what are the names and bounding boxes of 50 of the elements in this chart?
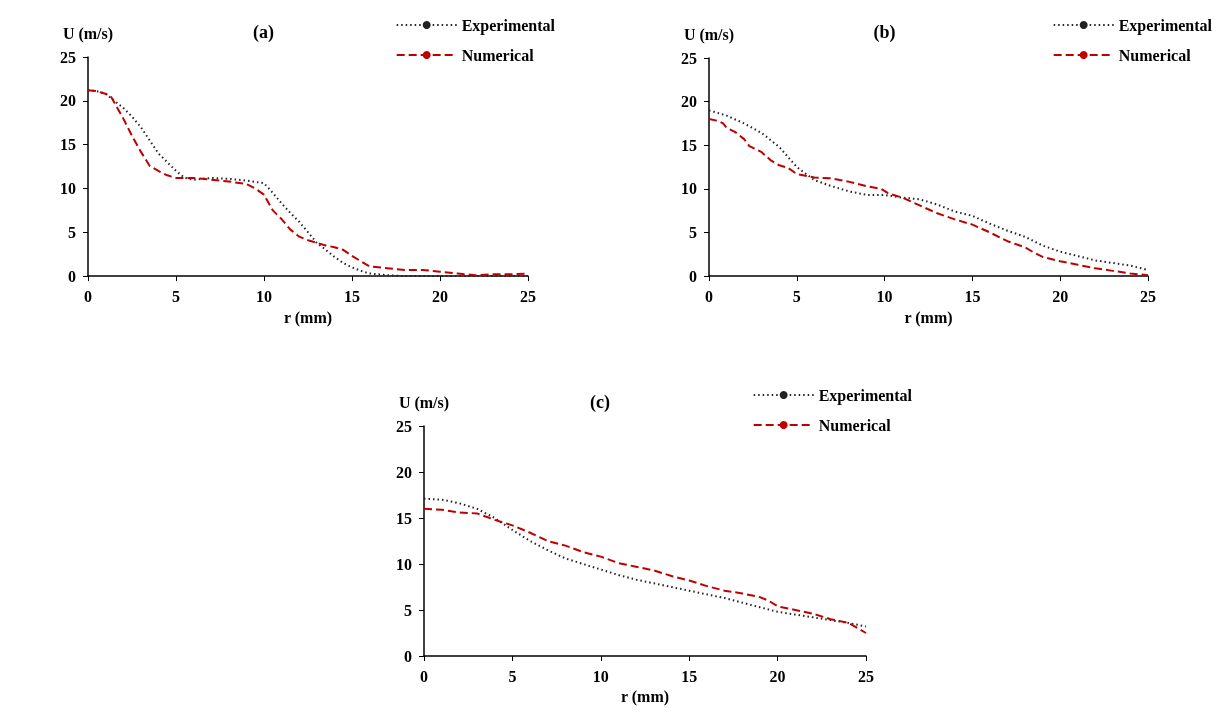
y-tick-label: 0 bbox=[689, 267, 697, 285]
legend-label: Numerical bbox=[818, 416, 892, 434]
x-tick-label: 0 bbox=[84, 287, 92, 305]
y-tick-label: 15 bbox=[681, 136, 697, 154]
y-tick-label: 0 bbox=[68, 267, 76, 285]
chart-title: (c) bbox=[590, 392, 610, 413]
x-tick-label: 20 bbox=[1052, 287, 1069, 305]
y-tick-label: 15 bbox=[60, 136, 76, 154]
x-tick-label: 10 bbox=[592, 667, 609, 685]
y-tick-label: 5 bbox=[68, 223, 76, 241]
y-tick-label: 10 bbox=[60, 179, 76, 197]
y-tick-label: 20 bbox=[681, 93, 697, 111]
legend-label: Numerical bbox=[1118, 46, 1192, 64]
y-tick-label: 10 bbox=[396, 555, 412, 573]
y-tick-label: 20 bbox=[396, 463, 412, 481]
chart-title: (b) bbox=[873, 22, 896, 43]
y-axis-title: U (m/s) bbox=[398, 393, 450, 412]
x-tick-label: 15 bbox=[344, 287, 360, 305]
y-tick-label: 25 bbox=[681, 49, 697, 67]
y-axis-title: U (m/s) bbox=[683, 25, 735, 44]
x-tick-label: 15 bbox=[964, 287, 981, 305]
x-tick-label: 5 bbox=[508, 667, 517, 685]
y-tick-label: 15 bbox=[396, 509, 412, 527]
y-tick-label: 5 bbox=[689, 223, 697, 241]
y-tick-label: 25 bbox=[396, 417, 412, 435]
chart-title: (a) bbox=[253, 22, 274, 43]
x-tick-label: 25 bbox=[1140, 287, 1156, 305]
x-tick-label: 10 bbox=[876, 287, 893, 305]
x-tick-label: 10 bbox=[256, 287, 272, 305]
legend-label: Experimental bbox=[1118, 16, 1213, 35]
y-tick-label: 25 bbox=[60, 48, 76, 66]
legend-label: Experimental bbox=[461, 16, 556, 35]
x-tick-label: 25 bbox=[520, 287, 536, 305]
y-axis-title: U (m/s) bbox=[62, 24, 114, 43]
x-tick-label: 25 bbox=[858, 667, 874, 685]
legend-label: Experimental bbox=[818, 386, 913, 405]
x-tick-label: 0 bbox=[705, 287, 713, 305]
legend-label: Numerical bbox=[461, 46, 535, 64]
x-tick-label: 5 bbox=[792, 287, 801, 305]
x-tick-label: 5 bbox=[172, 287, 180, 305]
x-axis-title: r (mm) bbox=[620, 688, 670, 707]
x-axis-title: r (mm) bbox=[283, 308, 333, 327]
x-tick-label: 20 bbox=[432, 287, 448, 305]
x-axis-title: r (mm) bbox=[904, 308, 953, 327]
x-tick-label: 0 bbox=[420, 667, 428, 685]
y-tick-label: 20 bbox=[60, 92, 76, 110]
x-tick-label: 20 bbox=[769, 667, 786, 685]
y-tick-label: 5 bbox=[404, 601, 412, 619]
y-tick-label: 10 bbox=[681, 180, 697, 198]
y-tick-label: 0 bbox=[404, 647, 412, 665]
